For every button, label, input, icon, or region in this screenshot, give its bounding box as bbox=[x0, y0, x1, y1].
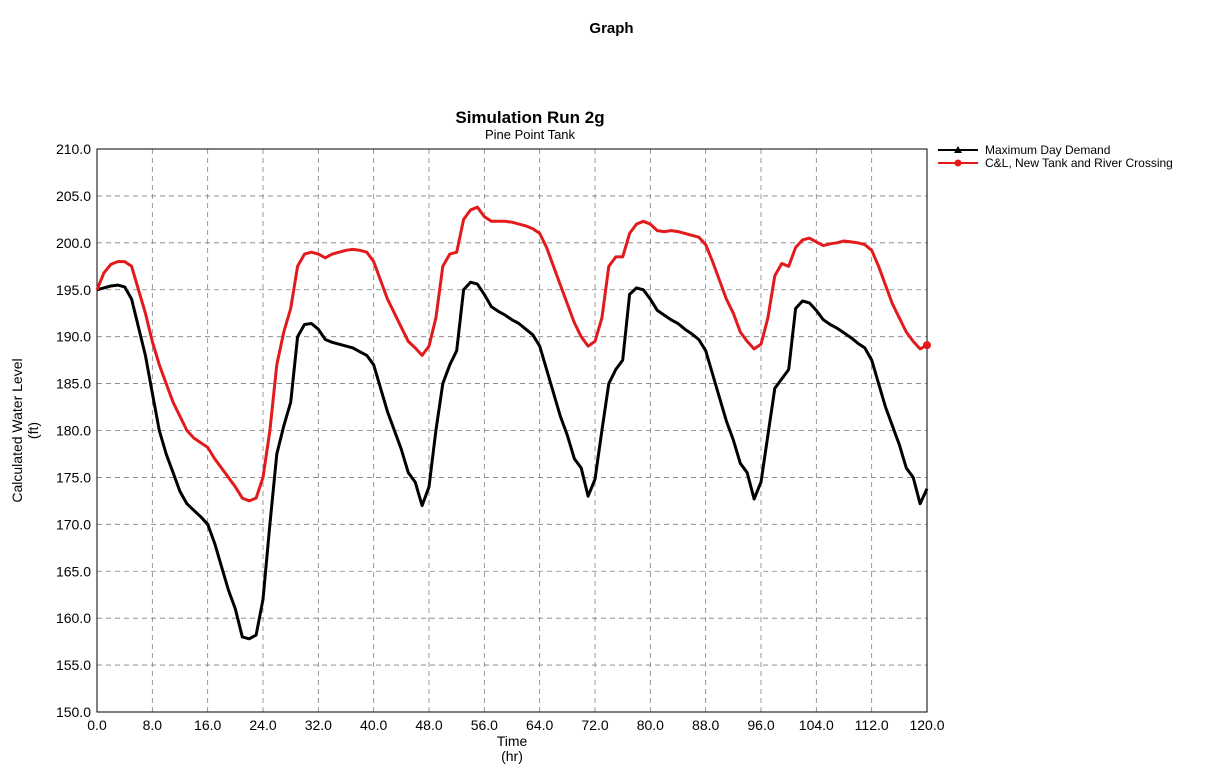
x-tick-label: 80.0 bbox=[637, 717, 664, 733]
x-tick-label: 88.0 bbox=[692, 717, 719, 733]
x-tick-label: 32.0 bbox=[305, 717, 332, 733]
x-tick-label: 8.0 bbox=[143, 717, 163, 733]
x-axis-label: Time bbox=[497, 733, 528, 749]
y-tick-label: 190.0 bbox=[56, 329, 91, 345]
y-axis-label: Calculated Water Level bbox=[9, 358, 25, 502]
x-tick-label: 56.0 bbox=[471, 717, 498, 733]
x-axis-ticks: 0.0 8.0 16.0 24.0 32.0 40.0 48.0 56.0 64.0 72.0 80… bbox=[87, 717, 944, 733]
plot-area bbox=[96, 148, 928, 713]
grid-lines bbox=[96, 148, 928, 713]
legend-label: C&L, New Tank and River Crossing bbox=[985, 156, 1173, 170]
triangle-marker-icon bbox=[954, 146, 962, 153]
y-tick-label: 210.0 bbox=[56, 141, 91, 157]
y-tick-label: 160.0 bbox=[56, 610, 91, 626]
y-tick-label: 165.0 bbox=[56, 563, 91, 579]
legend-label: Maximum Day Demand bbox=[985, 143, 1110, 157]
x-tick-label: 72.0 bbox=[581, 717, 608, 733]
x-axis-unit: (hr) bbox=[501, 748, 523, 764]
x-tick-label: 40.0 bbox=[360, 717, 387, 733]
y-tick-label: 150.0 bbox=[56, 704, 91, 720]
y-tick-label: 155.0 bbox=[56, 657, 91, 673]
y-tick-label: 205.0 bbox=[56, 188, 91, 204]
x-tick-label: 104.0 bbox=[799, 717, 834, 733]
x-tick-label: 0.0 bbox=[87, 717, 107, 733]
x-tick-label: 112.0 bbox=[855, 717, 889, 733]
y-tick-label: 185.0 bbox=[56, 376, 91, 392]
x-tick-label: 16.0 bbox=[194, 717, 221, 733]
x-tick-label: 48.0 bbox=[415, 717, 442, 733]
x-tick-label: 64.0 bbox=[526, 717, 553, 733]
x-tick-label: 24.0 bbox=[249, 717, 276, 733]
y-axis-unit: (ft) bbox=[25, 422, 41, 439]
x-tick-label: 120.0 bbox=[909, 717, 944, 733]
series-group bbox=[95, 205, 931, 641]
series-end-marker bbox=[923, 341, 931, 350]
y-tick-label: 180.0 bbox=[56, 423, 91, 439]
y-tick-label: 170.0 bbox=[56, 516, 91, 532]
chart-title: Simulation Run 2g bbox=[455, 108, 605, 127]
y-tick-label: 200.0 bbox=[56, 235, 91, 251]
series-line-2 bbox=[95, 205, 928, 503]
y-tick-label: 175.0 bbox=[56, 469, 91, 485]
page-header: Graph bbox=[589, 20, 634, 37]
x-tick-label: 96.0 bbox=[747, 717, 774, 733]
y-tick-label: 195.0 bbox=[56, 282, 91, 298]
y-axis-ticks: 150.0 155.0 160.0 165.0 170.0 175.0 180.0 185.0… bbox=[56, 141, 91, 720]
chart-subtitle: Pine Point Tank bbox=[484, 127, 576, 142]
series-line-1 bbox=[96, 280, 929, 641]
circle-marker-icon bbox=[954, 159, 962, 167]
